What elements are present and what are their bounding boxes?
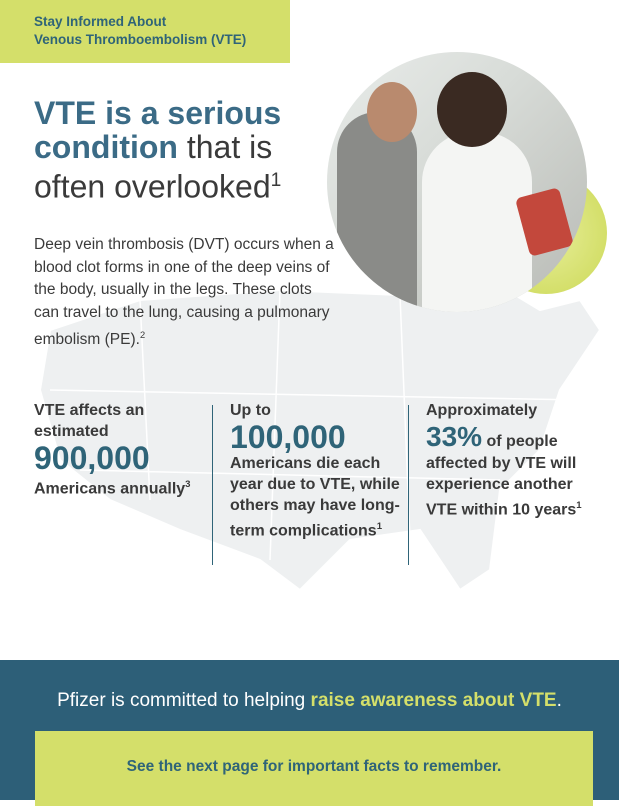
stat-2-post: Americans die each year due to VTE, whil… [230,455,400,540]
stat-1-pre: VTE affects an estimated [34,402,145,440]
stat-3-ref: 1 [576,500,582,511]
intro-text: Deep vein thrombosis (DVT) occurs when a… [34,236,334,349]
headline-bold-1: VTE is a serious [34,95,282,131]
stat-2-number: 100,000 [230,419,346,455]
headline-rest-2: often overlooked [34,168,271,205]
stat-1-number: 900,000 [34,440,150,476]
stat-3-pre: Approximately [426,402,538,419]
page-headline: VTE is a serious condition that is often… [34,96,334,204]
stat-annual-cases: VTE affects an estimated 900,000 America… [34,400,204,499]
commitment-text: Pfizer is committed to helping [57,690,311,711]
headline-bold-2: condition [34,129,178,165]
commitment-end: . [556,690,562,711]
stat-divider [212,405,213,565]
header-banner: Stay Informed About Venous Thromboemboli… [0,0,290,63]
next-page-callout: See the next page for important facts to… [35,731,593,806]
commitment-highlight: raise awareness about VTE [310,690,557,711]
intro-paragraph: Deep vein thrombosis (DVT) occurs when a… [34,234,334,352]
header-line-2: Venous Thromboembolism (VTE) [34,32,247,47]
headline-rest-1: that is [177,129,273,165]
stat-2-ref: 1 [376,521,383,532]
stat-2-pre: Up to [230,402,271,419]
stat-3-mid: of people [482,433,558,450]
stat-1-post: Americans annually [34,480,186,498]
headline-ref: 1 [270,170,282,191]
stat-3-post: affected by VTE will experience another … [426,455,577,519]
footer-band: Pfizer is committed to helping raise awa… [0,660,619,806]
stat-3-number: 33% [426,421,483,452]
stat-recurrence: Approximately 33% of people affected by … [426,400,606,520]
intro-ref: 2 [139,330,146,340]
stat-1-ref: 3 [185,479,191,490]
header-line-1: Stay Informed About [34,14,167,29]
commitment-statement: Pfizer is committed to helping raise awa… [0,690,619,712]
stat-divider [408,405,409,565]
stat-annual-deaths: Up to 100,000 Americans die each year du… [230,400,400,541]
doctor-patient-photo [327,52,587,312]
